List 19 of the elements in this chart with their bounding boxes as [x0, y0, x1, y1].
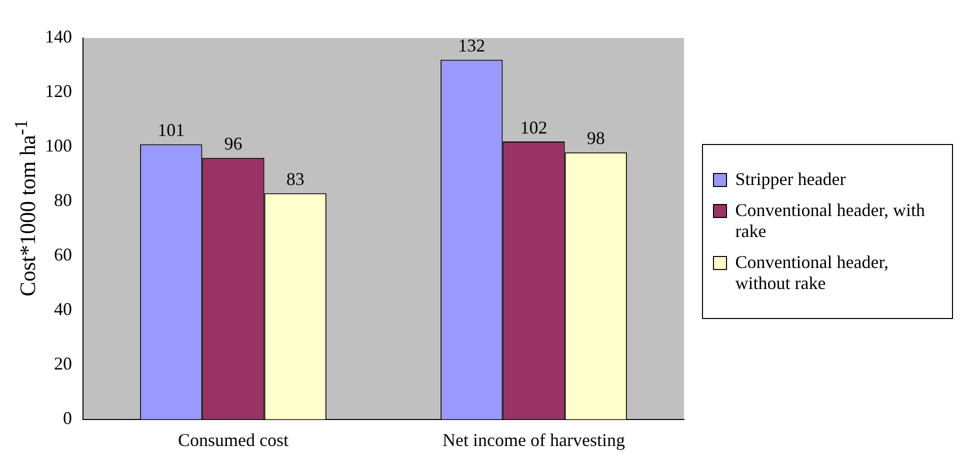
legend-label: Stripper header: [735, 169, 846, 190]
x-tick-label: Consumed cost: [178, 430, 289, 450]
legend-label: Conventional header, without rake: [735, 252, 890, 294]
y-tick-label: 140: [45, 26, 72, 47]
y-tick-label: 0: [63, 408, 72, 428]
y-tick-label: 80: [54, 190, 72, 210]
legend-label: Conventional header, with rake: [735, 200, 926, 242]
x-tick-label: Net income of harvesting: [442, 430, 626, 450]
y-tick-label: 20: [54, 354, 72, 374]
data-label: 83: [286, 169, 305, 190]
y-tick-label: 120: [45, 81, 72, 102]
y-tick-label: 100: [45, 136, 72, 156]
data-label: 101: [158, 120, 185, 140]
data-label: 102: [520, 117, 548, 138]
data-label: 98: [587, 128, 606, 148]
y-tick-label: 60: [54, 244, 72, 265]
data-label: 132: [458, 36, 486, 56]
y-tick-label: 40: [54, 299, 72, 320]
data-label: 96: [224, 134, 243, 154]
